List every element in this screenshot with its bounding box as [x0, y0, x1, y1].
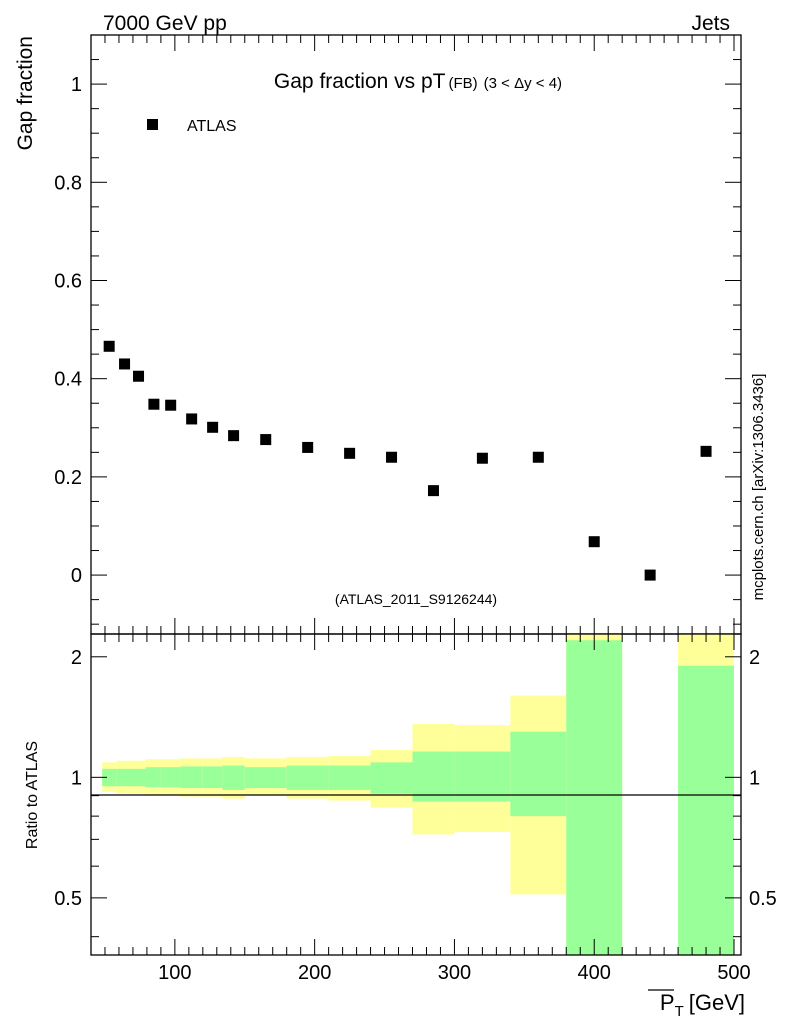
- header-right: Jets: [691, 12, 730, 35]
- data-point: [302, 441, 314, 453]
- data-point: [588, 536, 600, 548]
- ratio-band-inner: [678, 665, 735, 955]
- main-panel: Gap fraction vs pT (FB) (3 < Δy < 4) Gap f…: [14, 34, 742, 635]
- ratio-band-inner: [131, 768, 146, 787]
- data-point: [260, 434, 272, 446]
- watermark: mcplots.cern.ch [arXiv:1306.3436]: [750, 374, 767, 601]
- data-point: [133, 370, 145, 382]
- legend-label-atlas: ATLAS: [187, 118, 237, 135]
- ratio-band-inner: [566, 640, 623, 955]
- main-y-tick-label: 0.4: [54, 369, 82, 391]
- ratio-y-tick-label: 0.5: [54, 888, 82, 910]
- ratio-axis-ticks: 0.5 0.5 1 1 2 2 100 200 300 400 500: [54, 634, 777, 984]
- data-point: [344, 447, 356, 459]
- ratio-band-inner: [454, 751, 511, 802]
- data-point: [186, 413, 198, 425]
- data-point: [148, 398, 160, 410]
- ratio-band-inner: [370, 762, 413, 794]
- ratio-plot-frame: [90, 633, 742, 956]
- ratio-band-inner: [145, 767, 161, 788]
- ratio-band-inner: [510, 731, 567, 817]
- data-point: [532, 451, 544, 463]
- main-y-tick-label: 1: [71, 74, 82, 96]
- ratio-panel: 0.5 0.5 1 1 2 2 100 200 300 400 500 Ratio to ATLAS…: [24, 633, 777, 1020]
- data-point: [386, 451, 398, 463]
- ratio-band-inner: [202, 766, 223, 789]
- ratio-x-tick-label: 500: [717, 962, 750, 984]
- ratio-band-inner: [102, 768, 117, 787]
- data-point: [427, 485, 439, 497]
- data-points-atlas: [103, 340, 712, 581]
- data-point: [476, 452, 488, 464]
- ratio-band-inner: [328, 765, 371, 790]
- data-point: [644, 569, 656, 581]
- ratio-x-tick-label: 300: [438, 962, 471, 984]
- ratio-y-tick-label: 2: [71, 647, 82, 669]
- main-y-tick-label: 0.6: [54, 270, 82, 292]
- ratio-band-inner: [412, 751, 455, 802]
- ratio-y-tick-label: 1: [71, 767, 82, 789]
- ratio-y-tick-label-right: 0.5: [749, 888, 777, 910]
- ratio-x-tick-label: 100: [158, 962, 191, 984]
- data-point: [103, 340, 115, 352]
- ratio-y-tick-label-right: 1: [749, 767, 760, 789]
- data-point: [207, 421, 219, 433]
- main-y-tick-label: 0.8: [54, 172, 82, 194]
- legend-marker-atlas: [147, 119, 158, 130]
- ratio-y-axis-label: Ratio to ATLAS: [24, 741, 41, 849]
- data-point: [228, 430, 240, 442]
- main-y-axis-label: Gap fraction: [14, 36, 37, 150]
- ratio-x-axis-label: PT [GeV]: [660, 990, 745, 1020]
- analysis-reference: (ATLAS_2011_S9126244): [335, 591, 497, 607]
- data-point: [700, 445, 712, 457]
- ratio-band-inner: [180, 766, 203, 789]
- main-axis-ticks: 0 0.2 0.4 0.6 0.8 1: [54, 34, 741, 634]
- ratio-y-tick-label-right: 2: [749, 647, 760, 669]
- data-point: [165, 399, 177, 411]
- ratio-band-inner: [222, 765, 245, 790]
- main-plot-title: Gap fraction vs pT (FB) (3 < Δy < 4): [274, 70, 562, 93]
- data-point: [119, 358, 131, 370]
- ratio-band-inner: [244, 767, 287, 789]
- main-y-tick-label: 0.2: [54, 467, 82, 489]
- header-left: 7000 GeV pp: [103, 12, 227, 35]
- ratio-band-inner: [160, 767, 181, 788]
- ratio-x-tick-label: 200: [298, 962, 331, 984]
- ratio-band-inner: [286, 765, 329, 790]
- ratio-x-tick-label: 400: [578, 962, 611, 984]
- ratio-band-inner: [116, 768, 132, 787]
- main-y-tick-label: 0: [71, 565, 82, 587]
